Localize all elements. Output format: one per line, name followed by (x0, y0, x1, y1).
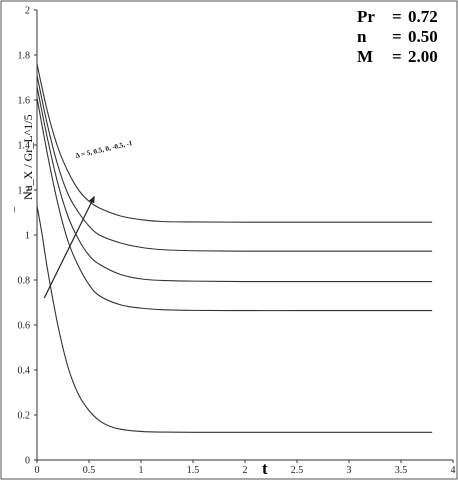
x-tick-label: 1.5 (187, 465, 200, 476)
param-m: M = 2.00 (357, 47, 438, 66)
y-tick-label: 0 (25, 456, 30, 467)
trend-arrow (43, 195, 95, 299)
series-line-5 (36, 205, 433, 433)
x-tick-label: 3 (347, 465, 352, 476)
annotations (43, 195, 95, 299)
x-tick-label: 2.5 (291, 465, 304, 476)
x-tick-label: 1 (139, 465, 144, 476)
series-group (36, 63, 433, 433)
param-pr: Pr = 0.72 (357, 7, 438, 26)
axes: 0 0.5 1 1.5 2 2.5 3 3.5 4 0 0.2 0.4 0.6 0.8 1 1.2 1.4 1.6… (18, 6, 456, 477)
y-tick-label: 1.8 (18, 51, 31, 62)
series-line-4 (36, 97, 433, 312)
y-axis-label-group: ‾ Nu_X / Gr_L^1/5 (13, 114, 35, 213)
y-axis-label: Nu_X / Gr_L^1/5 (21, 114, 35, 200)
y-tick-label: 0.2 (18, 411, 31, 422)
y-tick-label: 1.4 (18, 141, 31, 152)
x-tick-label: 0.5 (83, 465, 96, 476)
series-line-3 (36, 86, 433, 283)
parameter-box: Pr = 0.72 n = 0.50 M = 2.00 (357, 7, 438, 66)
series-line-1 (36, 63, 433, 223)
x-axis-label: t (262, 459, 268, 478)
x-tick-label: 3.5 (395, 465, 408, 476)
y-tick-label: 0.8 (18, 276, 31, 287)
x-tick-label: 2 (243, 465, 248, 476)
y-tick-label: 0.6 (18, 321, 31, 332)
x-tick-label: 0 (35, 465, 40, 476)
delta-annotation: Δ = 5, 0.5, 0, -0.5, -1 (75, 139, 134, 160)
series-line-2 (36, 75, 433, 252)
y-tick-label: 1.6 (18, 96, 31, 107)
y-tick-label: 1 (25, 231, 30, 242)
y-tick-label: 1.2 (18, 186, 31, 197)
param-n: n = 0.50 (357, 27, 438, 46)
x-tick-label: 4 (451, 465, 456, 476)
y-axis-label-overbar: ‾ (13, 206, 29, 213)
y-tick-label: 0.4 (18, 366, 31, 377)
y-tick-label: 2 (25, 6, 30, 17)
